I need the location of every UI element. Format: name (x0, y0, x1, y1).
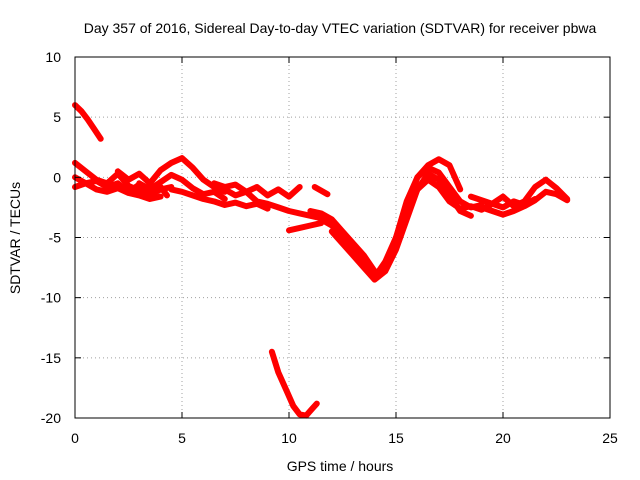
series-line-sat-e (72, 180, 164, 202)
series-line-sat-r (478, 188, 571, 218)
y-tick-label: -20 (41, 410, 61, 426)
series-line-sat-f (114, 155, 228, 195)
series-line-sat-h (168, 186, 271, 212)
series-line-sat-b (268, 348, 320, 419)
axis-ticks: 0 5 10 15 20 25 10 5 0 -5 -10 -15 -20 (41, 49, 618, 446)
y-tick-label: -15 (41, 350, 61, 366)
series-group (72, 102, 571, 419)
y-tick-label: 0 (53, 169, 61, 185)
series-line-sat-l (311, 184, 331, 198)
series-line-sat-g (136, 171, 228, 202)
y-axis-label: SDTVAR / TECUs (7, 182, 23, 294)
y-tick-label: -10 (41, 290, 61, 306)
y-tick-label: 10 (45, 49, 61, 65)
x-tick-label: 25 (602, 430, 618, 446)
series-line-sat-i (211, 180, 303, 200)
x-axis-label: GPS time / hours (287, 458, 394, 474)
y-tick-label: -5 (49, 230, 62, 246)
series-line-sat-q (467, 176, 571, 210)
x-tick-label: 10 (281, 430, 297, 446)
series-line-sat-o (328, 170, 474, 283)
series-line-sat-j (221, 186, 325, 222)
x-tick-label: 20 (495, 430, 511, 446)
chart-title: Day 357 of 2016, Sidereal Day-to-day VTE… (84, 20, 597, 36)
x-tick-label: 5 (178, 430, 186, 446)
series-line-sat-d (72, 159, 175, 199)
series-line-sat-a (72, 102, 104, 142)
x-tick-label: 0 (71, 430, 79, 446)
x-tick-label: 15 (388, 430, 404, 446)
series-line-sat-k (286, 220, 325, 234)
y-tick-label: 5 (53, 109, 61, 125)
